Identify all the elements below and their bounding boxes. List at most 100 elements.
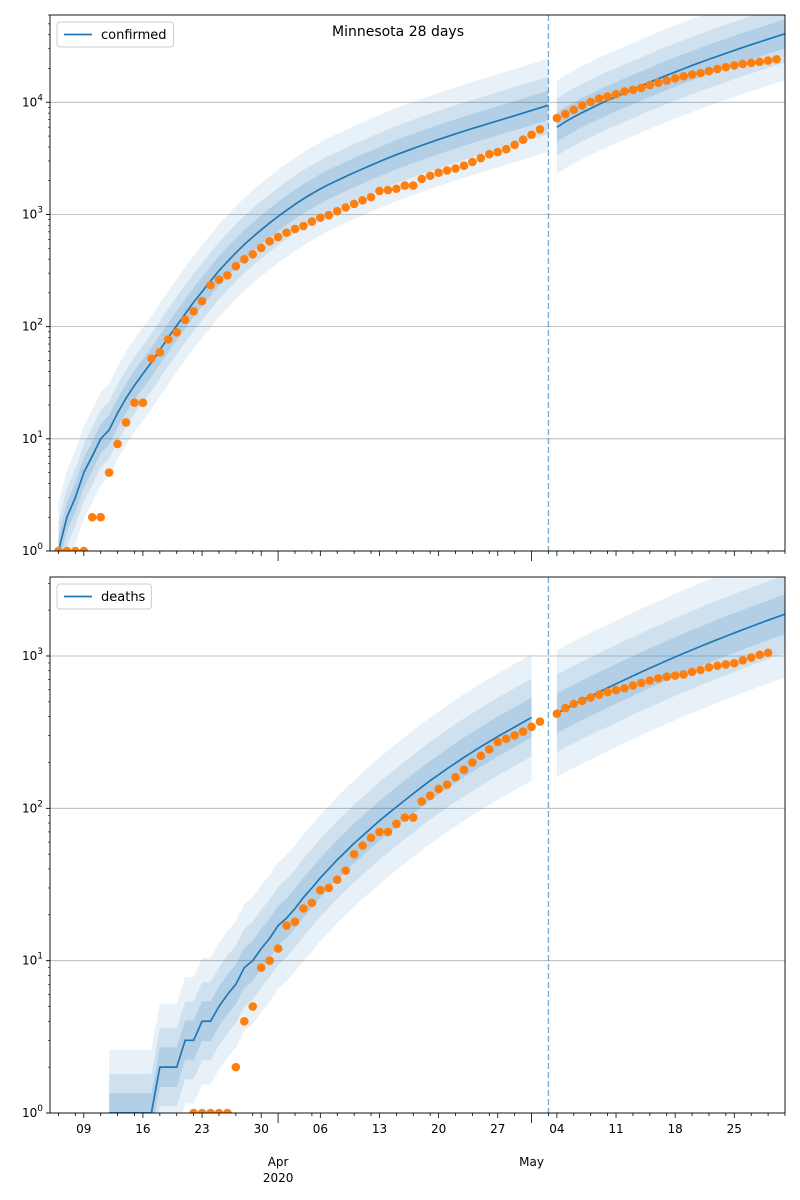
- observed-point: [535, 717, 545, 726]
- legend-label: confirmed: [101, 28, 167, 43]
- observed-point: [704, 663, 714, 672]
- observed-point: [611, 685, 621, 695]
- y-tick-label: 103: [22, 205, 43, 221]
- observed-point: [265, 956, 274, 965]
- observed-point: [493, 737, 503, 747]
- y-tick-label: 101: [22, 430, 43, 446]
- observed-point: [561, 703, 570, 713]
- observed-point: [349, 849, 359, 859]
- x-tick-label: 20: [431, 1122, 446, 1136]
- observed-point: [417, 797, 427, 806]
- observed-point: [679, 670, 688, 679]
- observed-point: [248, 1002, 258, 1011]
- uncertainty-band: [109, 654, 532, 1113]
- observed-point: [485, 745, 494, 754]
- observed-point: [316, 213, 325, 223]
- observed-point: [662, 76, 672, 85]
- legend: deaths: [56, 583, 152, 610]
- observed-point: [763, 56, 773, 65]
- observed-point: [155, 348, 165, 357]
- observed-point: [603, 687, 612, 697]
- observed-point: [62, 546, 72, 551]
- observed-point: [637, 83, 646, 93]
- observed-point: [87, 512, 97, 522]
- observed-point: [518, 727, 528, 736]
- x-tick-label: 11: [608, 1122, 623, 1136]
- observed-point: [332, 206, 342, 216]
- observed-point: [375, 827, 384, 837]
- observed-point: [746, 653, 756, 662]
- legend: confirmed: [56, 21, 175, 48]
- observed-point: [442, 780, 452, 789]
- observed-point: [687, 70, 697, 79]
- observed-point: [408, 181, 418, 190]
- model-line-deaths: [109, 716, 532, 1113]
- observed-point: [738, 656, 748, 665]
- month-label: May: [519, 1155, 544, 1169]
- y-tick-label: 100: [22, 1104, 43, 1120]
- observed-point: [231, 261, 241, 271]
- observed-point: [197, 1108, 207, 1113]
- observed-point: [214, 1108, 224, 1113]
- month-label: Apr: [268, 1155, 289, 1169]
- observed-point: [645, 676, 655, 685]
- observed-point: [189, 1108, 198, 1113]
- observed-point: [653, 78, 663, 87]
- observed-point: [240, 1016, 249, 1026]
- x-tick-label: 18: [668, 1122, 683, 1136]
- observed-point: [332, 875, 342, 884]
- observed-point: [417, 174, 427, 184]
- observed-point: [273, 232, 283, 242]
- observed-point: [223, 1108, 232, 1113]
- observed-point: [180, 315, 190, 325]
- observed-point: [256, 963, 266, 972]
- observed-point: [324, 210, 334, 220]
- x-tick-label: 30: [254, 1122, 269, 1136]
- observed-point: [138, 398, 148, 407]
- observed-point: [594, 690, 604, 700]
- observed-point: [206, 280, 215, 290]
- observed-point: [408, 813, 418, 822]
- observed-point: [569, 105, 579, 115]
- observed-point: [392, 819, 401, 829]
- y-tick-label: 100: [22, 542, 43, 558]
- uncertainty-band: [556, 15, 785, 174]
- observed-point: [713, 64, 722, 74]
- uncertainty-band: [58, 76, 549, 551]
- x-tick-label: 23: [194, 1122, 209, 1136]
- observed-point: [552, 113, 562, 123]
- observed-point: [459, 161, 469, 171]
- observed-point: [425, 791, 435, 801]
- y-tick-label: 102: [22, 318, 43, 334]
- chart-title: Minnesota 28 days: [332, 24, 464, 40]
- observed-point: [476, 153, 486, 163]
- observed-point: [628, 85, 638, 95]
- observed-point: [290, 224, 300, 234]
- x-tick-label: 04: [549, 1122, 564, 1136]
- observed-point: [577, 696, 587, 706]
- observed-point: [501, 144, 511, 154]
- observed-point: [434, 168, 443, 178]
- uncertainty-band: [556, 594, 785, 734]
- observed-point: [501, 734, 511, 744]
- observed-point: [442, 166, 452, 175]
- observed-point: [569, 699, 579, 709]
- observed-point: [265, 237, 274, 246]
- observed-point: [121, 418, 131, 427]
- x-tick-label: 13: [372, 1122, 387, 1136]
- observed-point: [603, 92, 612, 101]
- observed-point: [189, 307, 198, 316]
- uncertainty-band: [556, 15, 785, 156]
- observed-point: [358, 841, 367, 850]
- legend-box: [56, 583, 152, 610]
- x-tick-label: 25: [727, 1122, 742, 1136]
- observed-point: [349, 199, 359, 209]
- observed-point: [79, 546, 89, 551]
- observed-point: [730, 658, 739, 668]
- observed-point: [383, 185, 393, 195]
- observed-point: [147, 354, 156, 363]
- observed-point: [510, 731, 519, 740]
- observed-point: [104, 468, 114, 477]
- observed-point: [586, 97, 595, 107]
